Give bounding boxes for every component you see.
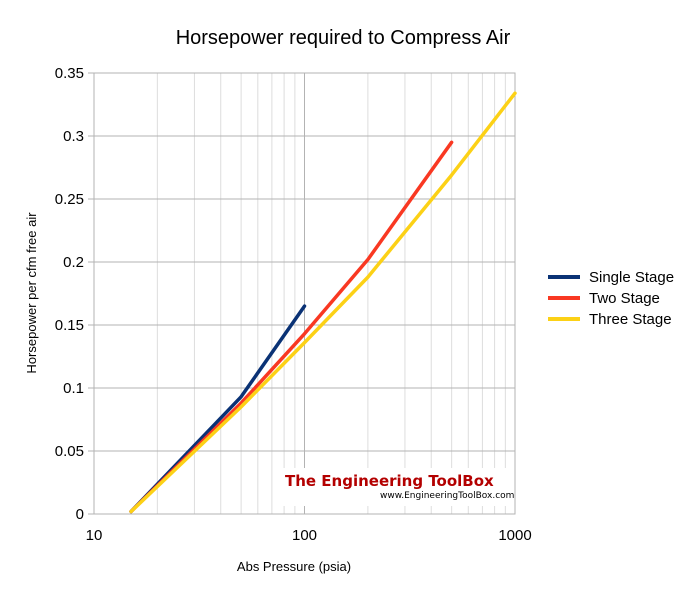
y-tick-label: 0.2	[63, 254, 84, 271]
y-tick-label: 0	[76, 506, 84, 523]
y-tick-label: 0.1	[63, 380, 84, 397]
series-line-three-stage	[129, 91, 517, 514]
x-tick-label: 100	[292, 527, 317, 544]
watermark-box	[274, 468, 512, 506]
x-axis-label: Abs Pressure (psia)	[237, 559, 351, 574]
legend-label-two-stage: Two Stage	[589, 290, 660, 307]
legend-label-single-stage: Single Stage	[589, 269, 674, 286]
plot-frame	[93, 72, 516, 515]
chart-title: Horsepower required to Compress Air	[176, 27, 511, 49]
watermark-title: The Engineering ToolBox	[285, 472, 494, 490]
y-axis-ticks: 0 0.05 0.1 0.15 0.2 0.25 0.3 0.35	[55, 65, 94, 523]
grid	[93, 72, 516, 515]
legend: Single Stage Two Stage Three Stage	[548, 269, 674, 328]
watermark-url: www.EngineeringToolBox.com	[380, 491, 514, 501]
x-axis-ticks: 10 100 1000	[86, 527, 532, 544]
legend-label-three-stage: Three Stage	[589, 311, 672, 328]
y-tick-label: 0.35	[55, 65, 84, 82]
series-line-two-stage	[129, 140, 454, 514]
y-tick-label: 0.25	[55, 191, 84, 208]
watermark: The Engineering ToolBox www.EngineeringT…	[274, 468, 514, 506]
x-tick-label: 1000	[498, 527, 531, 544]
y-tick-label: 0.05	[55, 443, 84, 460]
x-tick-label: 10	[86, 527, 103, 544]
y-tick-label: 0.3	[63, 128, 84, 145]
series	[129, 91, 517, 514]
y-axis-label: Horsepower per cfm free air	[24, 212, 39, 374]
y-tick-label: 0.15	[55, 317, 84, 334]
